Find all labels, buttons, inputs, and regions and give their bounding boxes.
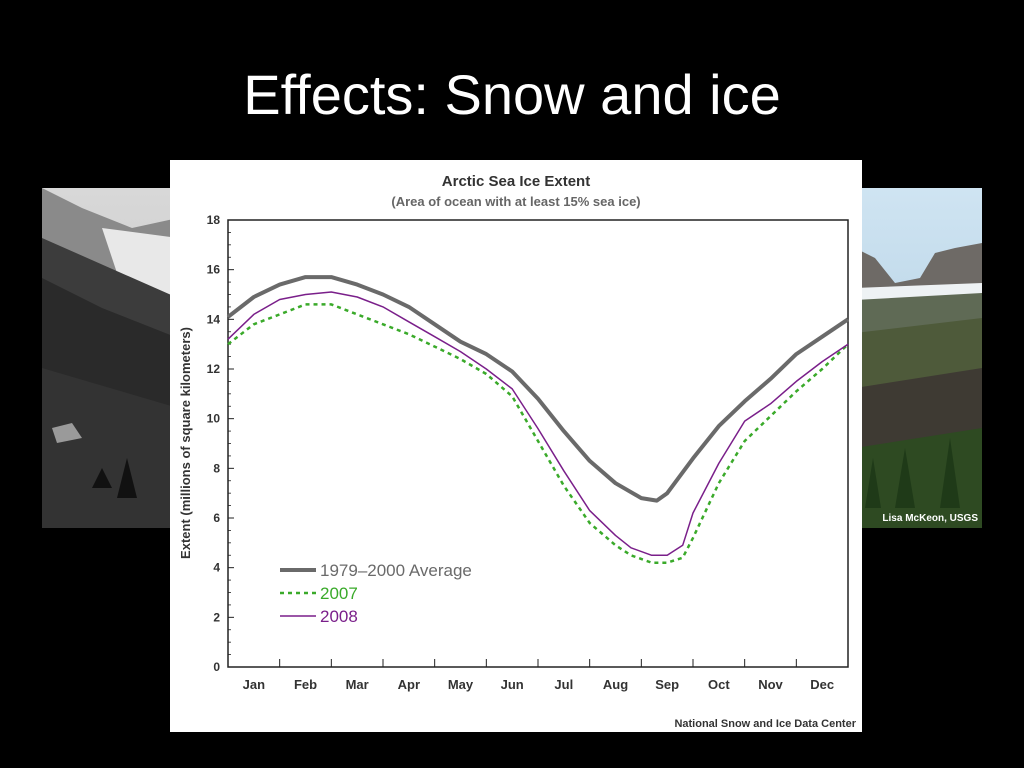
chart-title: Arctic Sea Ice Extent (442, 173, 590, 190)
legend-2007-label: 2007 (320, 584, 358, 603)
x-tick-label: Jan (243, 677, 265, 692)
x-tick-label: Apr (398, 677, 420, 692)
x-tick-label: Feb (294, 677, 317, 692)
x-tick-label: Nov (758, 677, 783, 692)
x-tick-label: May (448, 677, 474, 692)
modern-glacier-photo: Lisa McKeon, USGS (855, 188, 982, 528)
y-tick-label: 0 (213, 660, 220, 674)
historic-glacier-photo (42, 188, 178, 528)
y-tick-label: 16 (207, 263, 221, 277)
x-tick-label: Jul (554, 677, 573, 692)
y-tick-label: 12 (207, 362, 221, 376)
y-tick-label: 14 (207, 312, 221, 326)
photo-credit: Lisa McKeon, USGS (882, 513, 978, 524)
legend-average-label: 1979–2000 Average (320, 561, 472, 580)
slide-title: Effects: Snow and ice (243, 63, 781, 126)
x-tick-label: Aug (603, 677, 628, 692)
x-tick-label: Oct (708, 677, 730, 692)
y-tick-label: 4 (213, 561, 220, 575)
sea-ice-chart: Arctic Sea Ice Extent (Area of ocean wit… (178, 173, 857, 730)
y-tick-label: 8 (213, 461, 220, 475)
y-tick-label: 6 (213, 511, 220, 525)
y-tick-label: 2 (213, 610, 220, 624)
x-tick-label: Dec (810, 677, 834, 692)
chart-source: National Snow and Ice Data Center (674, 718, 856, 730)
series-average-line (226, 275, 850, 503)
series-2007-line (227, 303, 849, 564)
y-tick-label: 18 (207, 213, 221, 227)
legend-2008-label: 2008 (320, 607, 358, 626)
chart-subtitle: (Area of ocean with at least 15% sea ice… (391, 194, 640, 209)
series-2008-line (227, 291, 849, 557)
x-tick-label: Jun (501, 677, 524, 692)
x-tick-label: Mar (346, 677, 369, 692)
x-tick-label: Sep (655, 677, 679, 692)
y-axis-label: Extent (millions of square kilometers) (178, 327, 193, 559)
y-tick-label: 10 (207, 412, 221, 426)
chart-panel: Arctic Sea Ice Extent (Area of ocean wit… (170, 160, 862, 732)
